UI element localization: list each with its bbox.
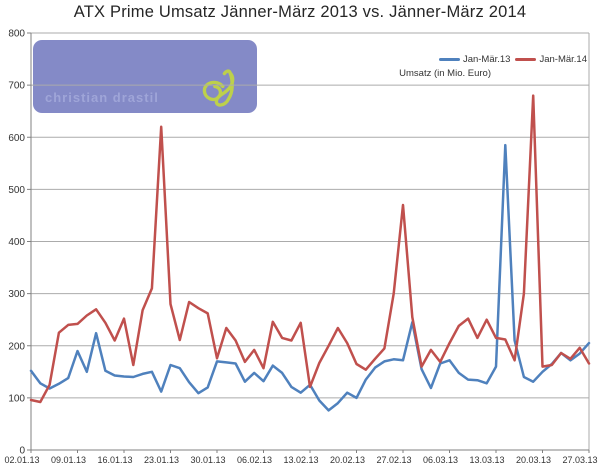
x-tick-label: 16.01.13 bbox=[97, 455, 132, 465]
x-tick-label: 06.02.13 bbox=[237, 455, 272, 465]
legend-line-swatch-2014 bbox=[515, 57, 537, 62]
x-tick-label: 23.01.13 bbox=[144, 455, 179, 465]
chart-title: ATX Prime Umsatz Jänner-März 2013 vs. Jä… bbox=[73, 3, 527, 21]
legend-item-jan-mar-14: Jan-Mär.14 bbox=[515, 54, 587, 65]
watermark-text: christian drastil bbox=[45, 90, 159, 105]
y-tick-label: 0 bbox=[19, 446, 25, 457]
logo-d-stroke bbox=[214, 69, 235, 107]
x-tick-label: 20.03.13 bbox=[516, 455, 551, 465]
y-tick-label: 600 bbox=[8, 133, 25, 144]
legend-subtitle: Umsatz (in Mio. Euro) bbox=[399, 68, 491, 79]
x-tick-label: 30.01.13 bbox=[190, 455, 225, 465]
legend-line-swatch-2013 bbox=[438, 57, 460, 62]
cd-script-logo-icon bbox=[202, 69, 235, 107]
x-tick-label: 13.03.13 bbox=[469, 455, 504, 465]
logo-e-stroke bbox=[202, 80, 225, 102]
y-tick-label: 700 bbox=[8, 81, 25, 92]
legend: Jan-Mär.13 Jan-Mär.14 Umsatz (in Mio. Eu… bbox=[399, 54, 587, 79]
y-tick-label: 200 bbox=[8, 341, 25, 352]
legend-item-jan-mar-13: Jan-Mär.13 bbox=[438, 54, 511, 65]
x-tick-label: 06.03.13 bbox=[423, 455, 458, 465]
legend-label-2014: Jan-Mär.14 bbox=[539, 54, 587, 65]
y-tick-label: 300 bbox=[8, 289, 25, 300]
y-tick-label: 800 bbox=[8, 29, 25, 40]
x-tick-label: 09.01.13 bbox=[51, 455, 86, 465]
watermark: christian drastil bbox=[33, 40, 257, 113]
legend-row: Jan-Mär.13 Jan-Mär.14 bbox=[399, 54, 587, 65]
x-tick-label: 27.03.13 bbox=[562, 455, 597, 465]
y-tick-label: 100 bbox=[8, 393, 25, 404]
x-tick-label: 02.01.13 bbox=[4, 455, 39, 465]
series-line-jan-mar-13 bbox=[29, 143, 591, 412]
series-line-jan-mar-14 bbox=[29, 94, 591, 404]
y-tick-label: 500 bbox=[8, 185, 25, 196]
x-tick-label: 20.02.13 bbox=[330, 455, 365, 465]
x-tick-label: 13.02.13 bbox=[283, 455, 318, 465]
legend-label-2013: Jan-Mär.13 bbox=[462, 54, 511, 65]
y-tick-label: 400 bbox=[8, 237, 25, 248]
x-tick-label: 27.02.13 bbox=[376, 455, 411, 465]
